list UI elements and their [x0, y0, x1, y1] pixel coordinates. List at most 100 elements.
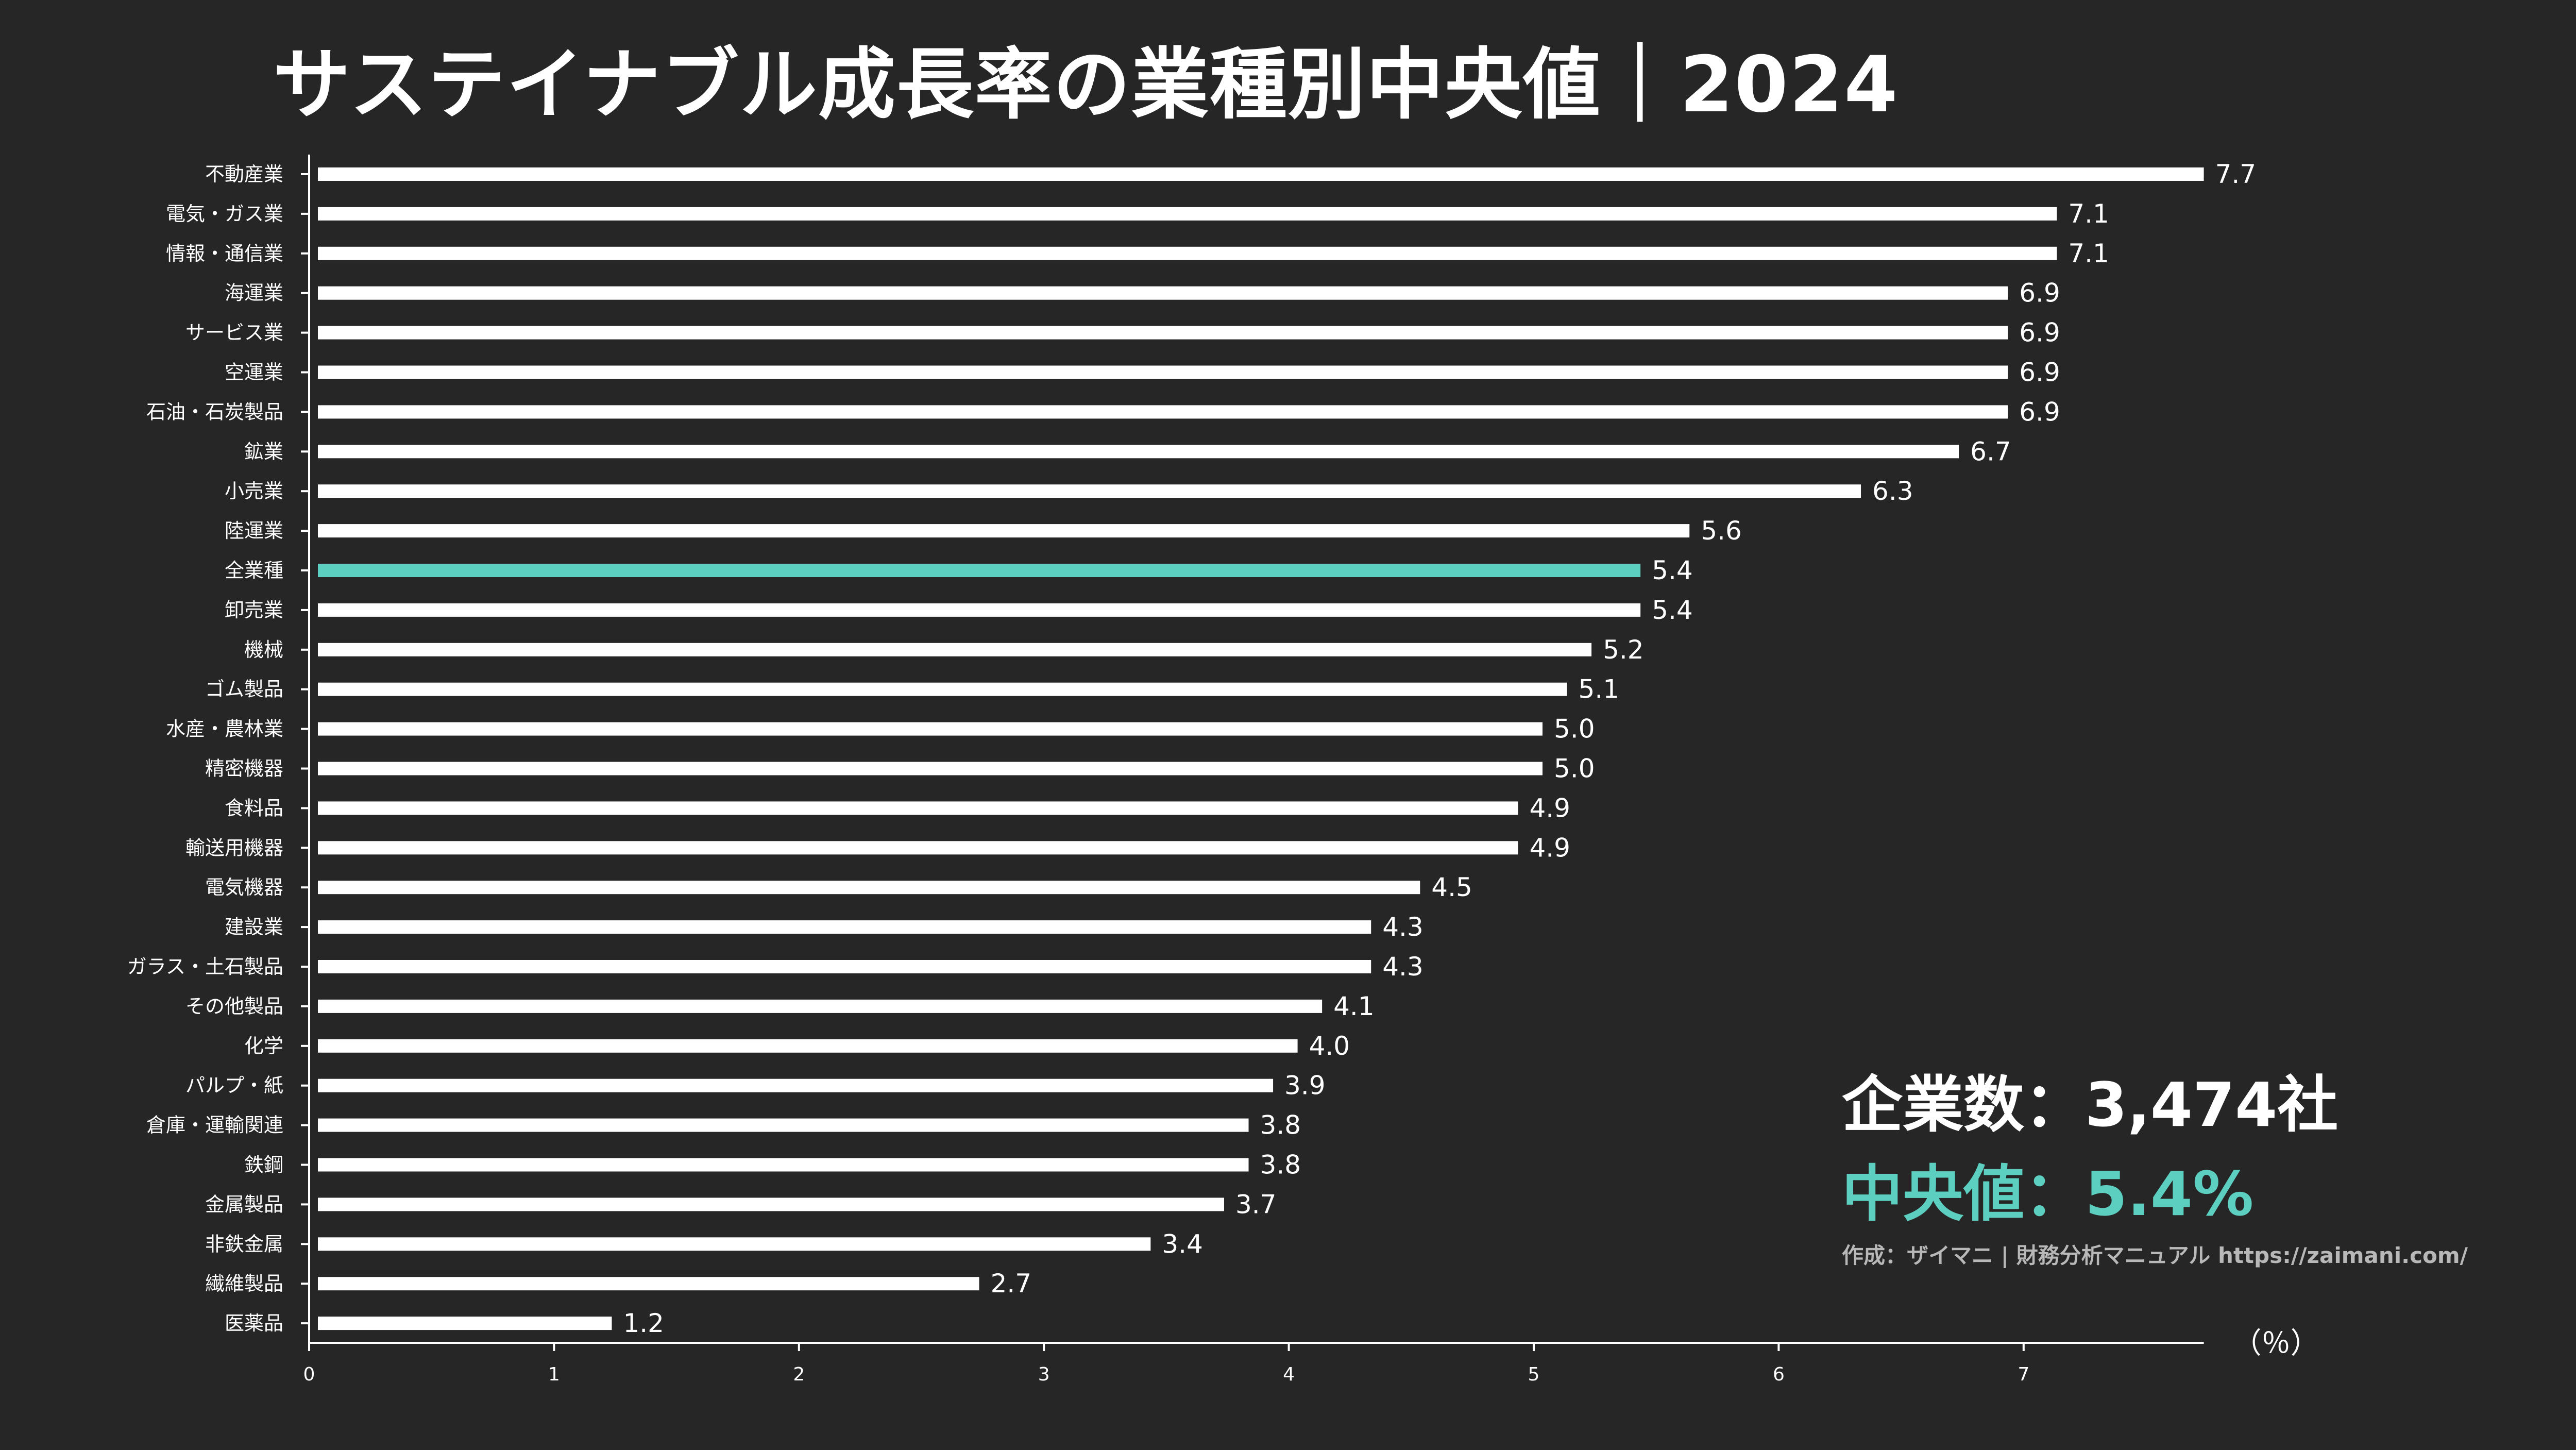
x-tick-label-3: 3	[1038, 1364, 1050, 1385]
category-label-22: 化学	[244, 1035, 283, 1057]
category-label-24: 倉庫・運輸関連	[146, 1114, 283, 1137]
credit-text: 作成：ザイマニ | 財務分析マニュアル https://zaimani.com/	[1842, 1243, 2468, 1268]
value-label-23: 3.9	[1284, 1071, 1326, 1101]
bar-26	[318, 1198, 1224, 1211]
value-label-14: 5.0	[1554, 714, 1595, 744]
value-label-11: 5.4	[1652, 595, 1693, 625]
bar-5	[318, 365, 2008, 379]
category-label-25: 鉄鋼	[244, 1154, 283, 1176]
x-tick-label-4: 4	[1283, 1364, 1295, 1385]
bars-layer: 不動産業 7.7 電気・ガス業 7.1 情報・通信業 7.1 海運業 6.9 サービス業 6.9 空…	[127, 159, 2256, 1338]
category-label-27: 非鉄金属	[205, 1233, 283, 1255]
bar-9	[318, 524, 1690, 538]
bar-8	[318, 484, 1861, 498]
category-label-8: 小売業	[225, 480, 283, 502]
category-label-28: 繊維製品	[205, 1272, 283, 1295]
value-label-1: 7.1	[2068, 199, 2109, 229]
category-label-10: 全業種	[225, 559, 283, 582]
value-label-7: 6.7	[1970, 436, 2011, 466]
bar-13	[318, 682, 1567, 696]
x-tick-label-5: 5	[1528, 1364, 1540, 1385]
value-label-0: 7.7	[2215, 159, 2257, 189]
category-label-18: 電気機器	[205, 876, 283, 899]
value-label-4: 6.9	[2019, 318, 2060, 348]
median-value: 中央値：5.4%	[1842, 1158, 2254, 1229]
bar-19	[318, 920, 1371, 934]
bar-10	[318, 564, 1641, 577]
bar-25	[318, 1158, 1249, 1172]
bar-15	[318, 762, 1543, 775]
value-label-20: 4.3	[1382, 952, 1423, 982]
category-label-11: 卸売業	[225, 599, 283, 621]
value-label-5: 6.9	[2019, 358, 2060, 387]
value-label-18: 4.5	[1431, 872, 1472, 902]
x-tick-label-2: 2	[793, 1364, 805, 1385]
bar-1	[318, 207, 2057, 221]
bar-28	[318, 1277, 979, 1291]
bar-0	[318, 167, 2204, 181]
category-label-3: 海運業	[225, 282, 283, 305]
category-label-9: 陸運業	[225, 519, 283, 542]
bar-27	[318, 1237, 1151, 1251]
category-label-29: 医薬品	[225, 1312, 283, 1335]
stats-panel: 企業数：3,474社 中央値：5.4% 作成：ザイマニ | 財務分析マニュアル …	[1842, 1074, 2468, 1267]
value-label-21: 4.1	[1333, 991, 1375, 1021]
value-label-3: 6.9	[2019, 278, 2060, 308]
category-label-2: 情報・通信業	[166, 242, 283, 265]
category-label-17: 輸送用機器	[185, 836, 283, 859]
value-label-16: 4.9	[1529, 793, 1570, 823]
value-label-22: 4.0	[1309, 1031, 1350, 1061]
x-unit-label: （％）	[2233, 1327, 2319, 1360]
bar-21	[318, 999, 1323, 1013]
value-label-24: 3.8	[1260, 1110, 1301, 1140]
bar-17	[318, 841, 1518, 855]
bar-22	[318, 1039, 1298, 1053]
category-label-7: 鉱業	[244, 440, 283, 463]
value-label-28: 2.7	[991, 1269, 1032, 1299]
bar-2	[318, 246, 2057, 260]
value-label-19: 4.3	[1382, 912, 1423, 942]
x-tick-label-7: 7	[2018, 1364, 2029, 1385]
bar-6	[318, 405, 2008, 419]
axis-layer: 0 1 2 3 4 5 6 7 （％）	[301, 155, 2319, 1385]
value-label-9: 5.6	[1701, 516, 1742, 546]
bar-11	[318, 603, 1641, 617]
value-label-15: 5.0	[1554, 754, 1595, 784]
x-tick-label-0: 0	[303, 1364, 315, 1385]
x-tick-label-1: 1	[548, 1364, 560, 1385]
category-label-16: 食料品	[225, 797, 283, 819]
bar-12	[318, 643, 1592, 656]
category-label-20: ガラス・土石製品	[127, 955, 283, 978]
value-label-10: 5.4	[1652, 555, 1693, 585]
value-label-29: 1.2	[623, 1308, 664, 1338]
value-label-2: 7.1	[2068, 239, 2109, 268]
value-label-25: 3.8	[1260, 1150, 1301, 1180]
value-label-13: 5.1	[1579, 675, 1620, 704]
page-title: サステイナブル成長率の業種別中央値｜2024	[273, 40, 1899, 130]
bar-24	[318, 1118, 1249, 1132]
category-label-0: 不動産業	[205, 163, 283, 186]
category-label-21: その他製品	[185, 995, 283, 1018]
category-label-26: 金属製品	[205, 1193, 283, 1216]
bar-16	[318, 801, 1518, 815]
category-label-4: サービス業	[185, 322, 283, 344]
value-label-12: 5.2	[1603, 635, 1644, 665]
category-label-13: ゴム製品	[205, 678, 283, 701]
value-label-27: 3.4	[1162, 1229, 1203, 1259]
value-label-8: 6.3	[1872, 476, 1913, 506]
bar-20	[318, 960, 1371, 973]
category-label-6: 石油・石炭製品	[146, 400, 283, 423]
value-label-17: 4.9	[1529, 833, 1570, 863]
bar-7	[318, 445, 1959, 459]
bar-14	[318, 722, 1543, 736]
value-label-26: 3.7	[1235, 1189, 1277, 1219]
category-label-1: 電気・ガス業	[166, 203, 283, 225]
category-label-15: 精密機器	[205, 757, 283, 780]
category-label-12: 機械	[244, 638, 283, 661]
category-label-5: 空運業	[225, 361, 283, 384]
category-label-23: パルプ・紙	[185, 1074, 283, 1097]
value-label-6: 6.9	[2019, 397, 2060, 427]
company-count: 企業数：3,474社	[1842, 1069, 2338, 1140]
category-label-19: 建設業	[225, 916, 283, 938]
